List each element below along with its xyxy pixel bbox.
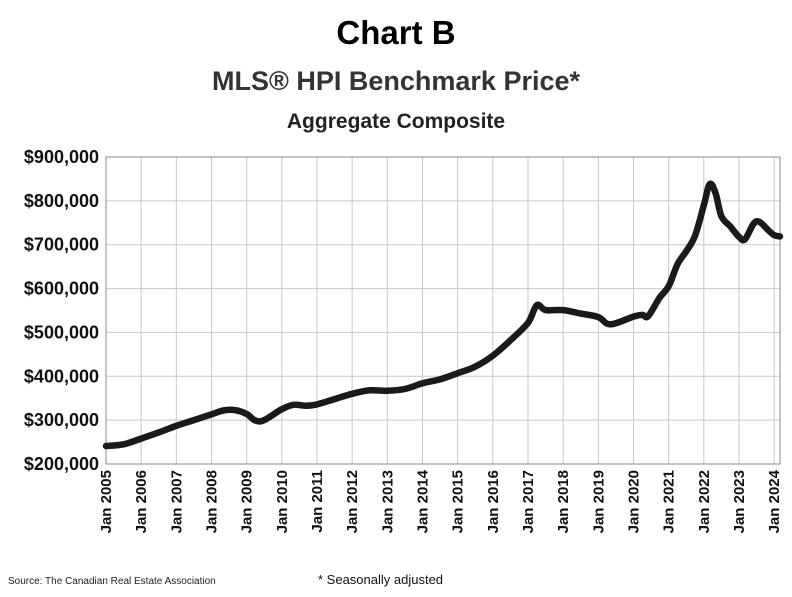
x-tick-label: Jan 2015: [450, 470, 467, 533]
x-tick-label: Jan 2018: [555, 470, 572, 533]
x-tick-label: Jan 2021: [661, 470, 678, 533]
chart-subtitle: MLS® HPI Benchmark Price*: [211, 66, 581, 96]
y-tick-label: $900,000: [24, 147, 99, 167]
y-tick-label: $600,000: [24, 279, 99, 299]
chart-subtitle-secondary: Aggregate Composite: [286, 110, 506, 133]
x-tick-label: Jan 2013: [379, 470, 396, 533]
y-tick-label: $800,000: [24, 191, 99, 211]
x-tick-label: Jan 2016: [485, 470, 502, 533]
x-tick-label: Jan 2022: [696, 470, 713, 533]
y-tick-label: $700,000: [24, 235, 99, 255]
chart-title: Chart B: [336, 14, 456, 51]
source-note: Source: The Canadian Real Estate Associa…: [8, 576, 216, 587]
x-tick-label: Jan 2019: [590, 470, 607, 533]
x-tick-label: Jan 2009: [239, 470, 256, 533]
y-tick-label: $200,000: [24, 454, 99, 474]
x-tick-label: Jan 2012: [344, 470, 361, 533]
x-tick-label: Jan 2023: [731, 470, 748, 533]
x-tick-label: Jan 2005: [98, 470, 115, 533]
y-tick-label: $400,000: [24, 366, 99, 386]
x-tick-label: Jan 2006: [133, 470, 150, 533]
x-tick-label: Jan 2017: [520, 470, 537, 533]
x-tick-label: Jan 2008: [203, 470, 220, 533]
x-tick-label: Jan 2007: [168, 470, 185, 533]
x-tick-label: Jan 2010: [274, 470, 291, 533]
x-tick-label: Jan 2020: [625, 470, 642, 533]
benchmark-price-line: [102, 180, 784, 450]
x-tick-label: Jan 2024: [766, 469, 783, 533]
footnote: * Seasonally adjusted: [318, 572, 444, 587]
x-tick-label: Jan 2014: [414, 469, 431, 533]
plot-area-border: [105, 156, 781, 465]
x-tick-label: Jan 2011: [309, 470, 326, 533]
y-tick-label: $500,000: [24, 322, 99, 342]
y-tick-label: $300,000: [24, 410, 99, 430]
